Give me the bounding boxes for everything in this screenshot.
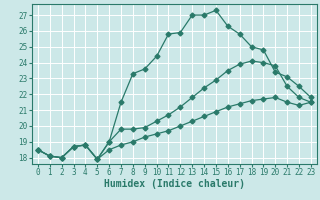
X-axis label: Humidex (Indice chaleur): Humidex (Indice chaleur) [104,179,245,189]
